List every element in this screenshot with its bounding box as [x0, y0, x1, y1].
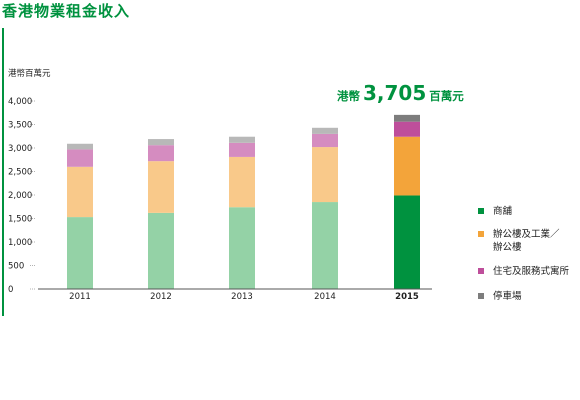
legend-label-residential: 住宅及服務式寓所	[493, 266, 570, 277]
bar-segment-2015-s3	[394, 114, 420, 122]
bar-segment-2014-s2	[312, 133, 338, 148]
x-tick-label: 2015	[395, 292, 419, 302]
legend-label-office-line1: 辦公樓及工業／	[493, 229, 560, 240]
bar-segment-2014-s0	[312, 202, 338, 289]
total-callout: 港幣 3,705 百萬元	[337, 81, 464, 105]
legend-label-retail: 商舖	[493, 206, 513, 217]
chart-title: 香港物業租金收入	[2, 2, 131, 20]
x-tick-label: 2012	[150, 292, 172, 302]
y-tick-label: 0	[8, 285, 13, 295]
bar-segment-2013-s3	[229, 136, 255, 143]
bar-segment-2013-s1	[229, 156, 255, 208]
bar-segment-2013-s0	[229, 207, 255, 289]
callout-value: 3,705	[363, 81, 427, 105]
x-tick-label: 2013	[231, 292, 253, 302]
bar-segment-2011-s3	[67, 143, 93, 150]
y-tick-label: 3,500	[8, 121, 32, 131]
y-tick-label: 1,500	[8, 215, 32, 225]
legend-swatch-retail	[478, 208, 484, 214]
bar-segment-2012-s1	[148, 161, 174, 213]
legend-swatch-residential	[478, 268, 484, 274]
x-tick-label: 2014	[314, 292, 336, 302]
y-tick-label: 4,000	[8, 97, 32, 107]
bar-segment-2011-s1	[67, 166, 93, 218]
bar-segment-2014-s1	[312, 147, 338, 203]
legend-swatch-carpark	[478, 293, 484, 299]
x-tick-label: 2011	[69, 292, 91, 302]
legend-swatch-office	[478, 231, 484, 237]
y-axis-label: 港幣百萬元	[8, 68, 51, 79]
legend-label-office-line2: 辦公樓	[493, 242, 522, 253]
legend-label-carpark: 停車場	[493, 291, 522, 302]
bar-segment-2011-s2	[67, 149, 93, 167]
callout-prefix: 港幣	[337, 89, 360, 103]
bar-segment-2013-s2	[229, 142, 255, 157]
y-tick-label: 3,000	[8, 144, 32, 154]
bar-segment-2011-s0	[67, 217, 93, 289]
bar-segment-2015-s1	[394, 136, 420, 196]
bar-segment-2015-s0	[394, 195, 420, 289]
bar-segment-2015-s2	[394, 121, 420, 137]
y-tick-label: 500	[8, 262, 24, 272]
bar-segment-2014-s3	[312, 127, 338, 134]
y-tick-label: 2,000	[8, 191, 32, 201]
y-tick-label: 2,500	[8, 168, 32, 178]
y-tick-label: 1,000	[8, 238, 32, 248]
callout-suffix: 百萬元	[429, 89, 464, 103]
bar-segment-2012-s3	[148, 139, 174, 146]
bar-segment-2012-s0	[148, 212, 174, 289]
accent-rule	[2, 28, 4, 316]
bar-segment-2012-s2	[148, 145, 174, 162]
